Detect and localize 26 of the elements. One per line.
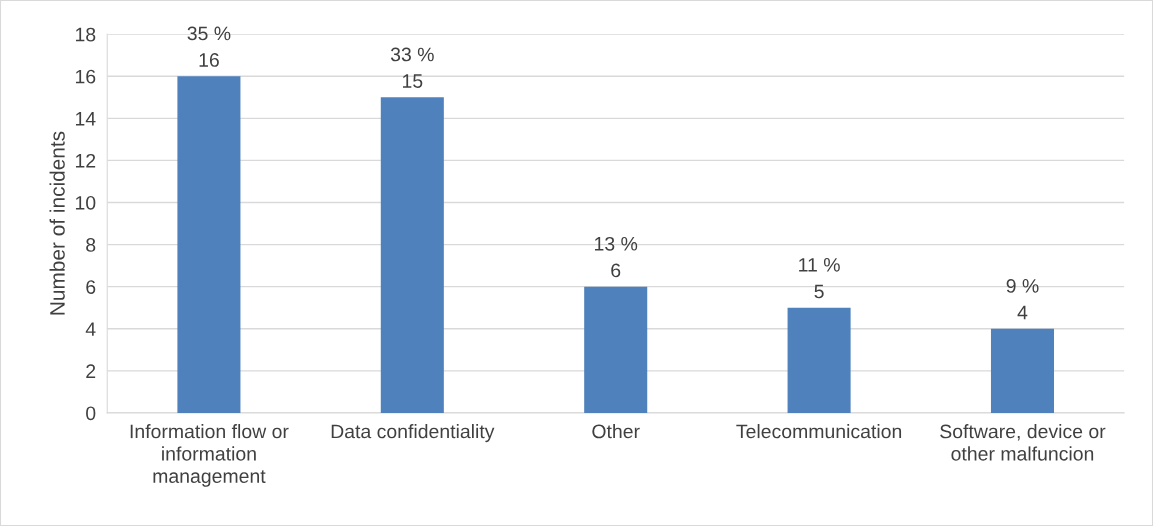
y-tick-label: 12: [75, 153, 96, 168]
x-tick-label: Telecommunication: [736, 424, 902, 439]
data-label: 35 % 16: [187, 26, 231, 67]
x-tick-label: Software, device or other malfuncion: [940, 424, 1106, 461]
x-tick-label: Information flow or information management: [130, 424, 289, 487]
y-tick-label: 2: [86, 364, 96, 378]
bar: [380, 97, 444, 413]
y-tick-label: 18: [75, 27, 96, 42]
y-tick-label: 0: [86, 406, 96, 421]
y-tick-label: 8: [86, 238, 96, 252]
data-label: 11 % 5: [799, 258, 840, 299]
x-tick-label: Data confidentiality: [331, 424, 495, 443]
y-tick-label: 10: [75, 195, 96, 210]
y-tick-label: 14: [75, 112, 96, 126]
data-label: 33 % 15: [390, 47, 434, 88]
bar: [177, 76, 241, 413]
y-tick-label: 4: [85, 322, 96, 336]
bar: [990, 328, 1055, 413]
bar: [787, 307, 851, 413]
y-axis-title: Number of incidents: [49, 131, 65, 315]
x-tick-label: Other: [592, 424, 640, 439]
data-label: 9 % 4: [1006, 279, 1039, 320]
y-tick-label: 6: [86, 280, 96, 294]
bar: [584, 286, 648, 413]
y-tick-label: 16: [75, 69, 96, 84]
data-label: 13 % 6: [595, 236, 638, 278]
